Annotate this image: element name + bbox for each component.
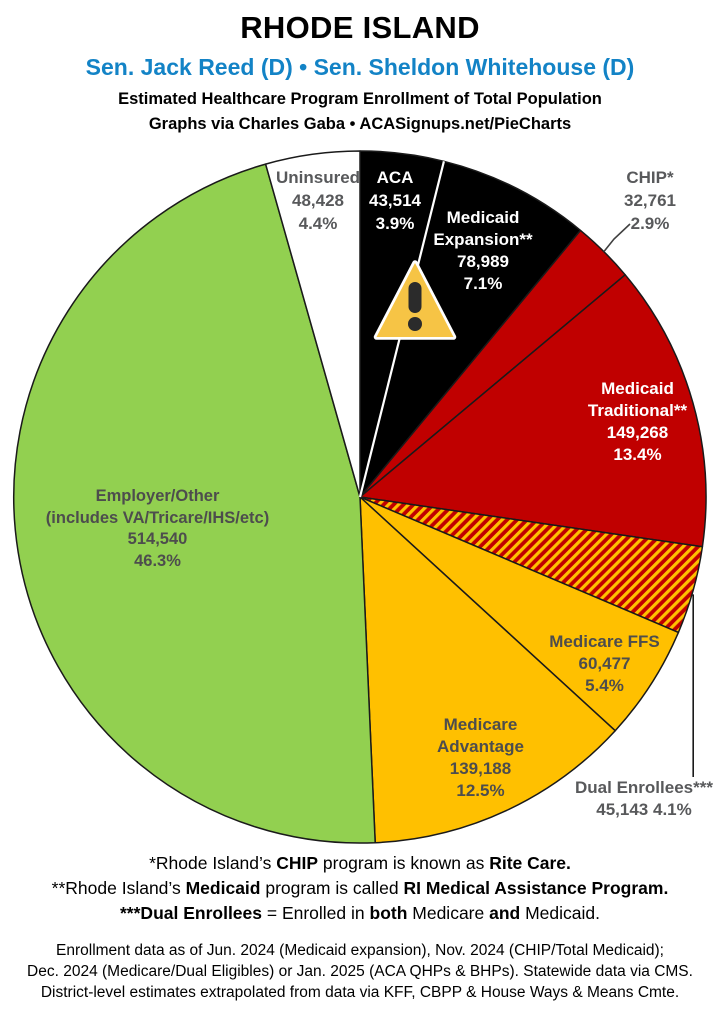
footnote-dual: ***Dual Enrollees = Enrolled in both Med…	[120, 903, 600, 923]
slice-label-aca: ACA 43,514 3.9%	[351, 166, 439, 235]
slice-pct: 4.4%	[298, 214, 338, 233]
data-source-notes: Enrollment data as of Jun. 2024 (Medicai…	[0, 940, 720, 1003]
slice-label-uninsured: Uninsured 48,428 4.4%	[258, 166, 378, 235]
slice-label-medicare-advantage: Medicare Advantage 139,188 12.5%	[403, 714, 558, 802]
footnote-chip: *Rhode Island’s CHIP program is known as…	[149, 853, 571, 873]
pie-slice-uninsured	[264, 150, 361, 498]
slice-name: Advantage	[437, 737, 524, 756]
slice-value: 32,761	[624, 191, 676, 210]
pie-slice-medicaid-expansion	[359, 160, 582, 498]
slice-pct: 2.9%	[630, 214, 670, 233]
slice-value: 43,514	[369, 191, 421, 210]
slice-name: CHIP*	[626, 168, 674, 187]
pie-slice-medicaid-traditional	[359, 274, 707, 548]
slice-value: 48,428	[292, 191, 344, 210]
slice-name: Medicaid	[601, 379, 674, 398]
footnote-medicaid: **Rhode Island’s Medicaid program is cal…	[51, 878, 669, 898]
slice-value: 139,188	[449, 759, 512, 778]
slice-name: (includes VA/Tricare/IHS/etc)	[45, 508, 270, 527]
slice-name: Traditional**	[587, 401, 688, 420]
source-line-1: Enrollment data as of Jun. 2024 (Medicai…	[56, 942, 664, 959]
pie-slice-medicare-advantage	[359, 496, 616, 844]
subtitle-line-2: Graphs via Charles Gaba • ACASignups.net…	[148, 115, 572, 133]
page-title: RHODE ISLAND	[240, 10, 480, 45]
slice-pct: 46.3%	[134, 551, 181, 570]
slice-pct: 12.5%	[456, 781, 505, 800]
slice-name: Employer/Other	[95, 487, 220, 505]
slice-pct: 7.1%	[463, 274, 503, 293]
warning-exclamation-bar	[408, 282, 422, 313]
slice-label-chip: CHIP* 32,761 2.9%	[592, 166, 708, 235]
slice-name: Expansion**	[433, 230, 533, 249]
slice-label-medicare-ffs: Medicare FFS 60,477 5.4%	[527, 631, 682, 697]
slice-name: Medicare	[443, 715, 518, 734]
slice-value: 149,268	[606, 423, 669, 442]
slice-pct: 3.9%	[375, 214, 415, 233]
slice-value: 514,540	[127, 530, 188, 548]
slice-name: ACA	[376, 168, 414, 187]
slice-label-dual-enrollees: Dual Enrollees*** 45,143 4.1%	[566, 777, 720, 821]
slice-label-medicaid-traditional: Medicaid Traditional** 149,268 13.4%	[560, 378, 715, 466]
pie-slice-employer-other	[12, 163, 376, 844]
slice-pct: 5.4%	[585, 676, 624, 695]
warning-exclamation-dot	[408, 317, 422, 331]
slice-value: 60,477	[578, 654, 631, 673]
slice-label-medicaid-expansion: Medicaid Expansion** 78,989 7.1%	[410, 207, 556, 295]
subtitle-line-1: Estimated Healthcare Program Enrollment …	[118, 90, 602, 108]
source-line-3: District-level estimates extrapolated fr…	[40, 984, 680, 1001]
slice-name: Uninsured	[275, 168, 361, 187]
slice-name: Dual Enrollees***	[575, 778, 713, 797]
source-line-2: Dec. 2024 (Medicare/Dual Eligibles) or J…	[27, 963, 693, 980]
chip-leader-line	[603, 223, 631, 253]
slice-value-pct: 45,143 4.1%	[596, 800, 692, 819]
footnotes: *Rhode Island’s CHIP program is known as…	[0, 851, 720, 926]
slice-label-employer-other: Employer/Other (includes VA/Tricare/IHS/…	[35, 486, 280, 572]
senators-line: Sen. Jack Reed (D) • Sen. Sheldon Whiteh…	[85, 54, 635, 80]
slice-value: 78,989	[457, 252, 509, 271]
slice-name: Medicaid	[446, 208, 520, 227]
slice-pct: 13.4%	[613, 445, 662, 464]
slice-name: Medicare FFS	[549, 632, 660, 651]
